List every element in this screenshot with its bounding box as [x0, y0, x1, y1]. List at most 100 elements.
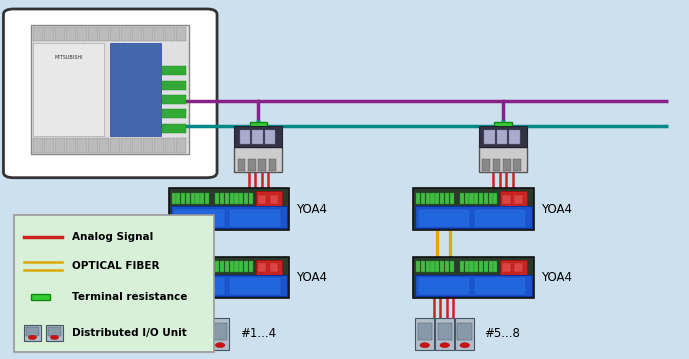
Bar: [26, 327, 39, 336]
Bar: [426, 261, 430, 272]
Bar: [162, 95, 186, 104]
Bar: [173, 209, 225, 227]
Text: YOA4: YOA4: [541, 271, 572, 284]
Circle shape: [50, 335, 59, 340]
Bar: [415, 206, 532, 228]
Bar: [489, 192, 493, 204]
Bar: [502, 263, 511, 272]
Bar: [426, 192, 430, 204]
Bar: [234, 192, 238, 204]
Bar: [418, 278, 470, 295]
Circle shape: [440, 342, 449, 348]
Bar: [258, 263, 266, 272]
Bar: [248, 159, 256, 171]
Bar: [121, 27, 131, 41]
Bar: [514, 263, 523, 272]
Bar: [191, 192, 195, 204]
Bar: [482, 159, 490, 171]
Bar: [474, 192, 478, 204]
Bar: [200, 192, 205, 204]
Bar: [474, 209, 526, 227]
Bar: [514, 195, 523, 204]
Bar: [162, 66, 186, 75]
Text: MITSUBISHI: MITSUBISHI: [54, 55, 83, 60]
Bar: [31, 25, 189, 154]
Bar: [165, 138, 175, 153]
Bar: [171, 318, 189, 350]
Bar: [238, 159, 245, 171]
Bar: [464, 261, 469, 272]
Bar: [479, 146, 527, 172]
Bar: [162, 124, 186, 133]
Bar: [489, 261, 493, 272]
Bar: [121, 138, 131, 153]
Circle shape: [215, 342, 225, 348]
Bar: [484, 192, 488, 204]
Bar: [500, 260, 526, 275]
Bar: [200, 261, 205, 272]
Bar: [191, 318, 209, 350]
Bar: [24, 325, 41, 341]
FancyBboxPatch shape: [14, 215, 214, 352]
Bar: [31, 294, 50, 300]
Bar: [269, 263, 278, 272]
Bar: [181, 192, 185, 204]
Bar: [234, 126, 282, 146]
Bar: [497, 130, 507, 144]
Bar: [256, 191, 282, 207]
Bar: [229, 209, 281, 227]
FancyBboxPatch shape: [3, 9, 217, 178]
Bar: [431, 192, 435, 204]
Bar: [464, 192, 469, 204]
Bar: [176, 261, 181, 272]
Bar: [469, 261, 473, 272]
Bar: [415, 318, 434, 350]
Bar: [225, 261, 229, 272]
Bar: [418, 322, 432, 340]
Bar: [244, 192, 248, 204]
Bar: [154, 138, 164, 153]
Bar: [258, 195, 266, 204]
Bar: [229, 192, 234, 204]
Bar: [269, 195, 278, 204]
Bar: [249, 192, 253, 204]
Bar: [418, 209, 470, 227]
Bar: [220, 192, 224, 204]
Bar: [143, 138, 153, 153]
Bar: [55, 138, 65, 153]
Bar: [493, 192, 497, 204]
Bar: [110, 43, 161, 136]
Bar: [509, 130, 520, 144]
Bar: [415, 275, 532, 296]
Bar: [171, 206, 287, 228]
Bar: [110, 138, 120, 153]
Bar: [460, 261, 464, 272]
Bar: [252, 130, 263, 144]
Bar: [172, 261, 176, 272]
Bar: [494, 122, 512, 129]
Circle shape: [175, 342, 185, 348]
Text: Distributed I/O Unit: Distributed I/O Unit: [72, 328, 187, 338]
Circle shape: [460, 342, 470, 348]
Circle shape: [28, 335, 37, 340]
Bar: [132, 27, 142, 41]
Bar: [215, 192, 219, 204]
Bar: [493, 159, 500, 171]
Bar: [240, 130, 250, 144]
Bar: [421, 261, 425, 272]
Bar: [474, 278, 526, 295]
Bar: [143, 27, 153, 41]
Bar: [33, 27, 43, 41]
Bar: [215, 261, 219, 272]
Text: YOA4: YOA4: [541, 202, 572, 216]
Bar: [77, 138, 87, 153]
Bar: [450, 192, 453, 204]
Bar: [435, 192, 440, 204]
Bar: [169, 257, 289, 298]
Bar: [269, 159, 276, 171]
Bar: [99, 27, 109, 41]
Bar: [502, 195, 511, 204]
Bar: [265, 130, 275, 144]
Bar: [479, 126, 527, 146]
Bar: [438, 322, 452, 340]
